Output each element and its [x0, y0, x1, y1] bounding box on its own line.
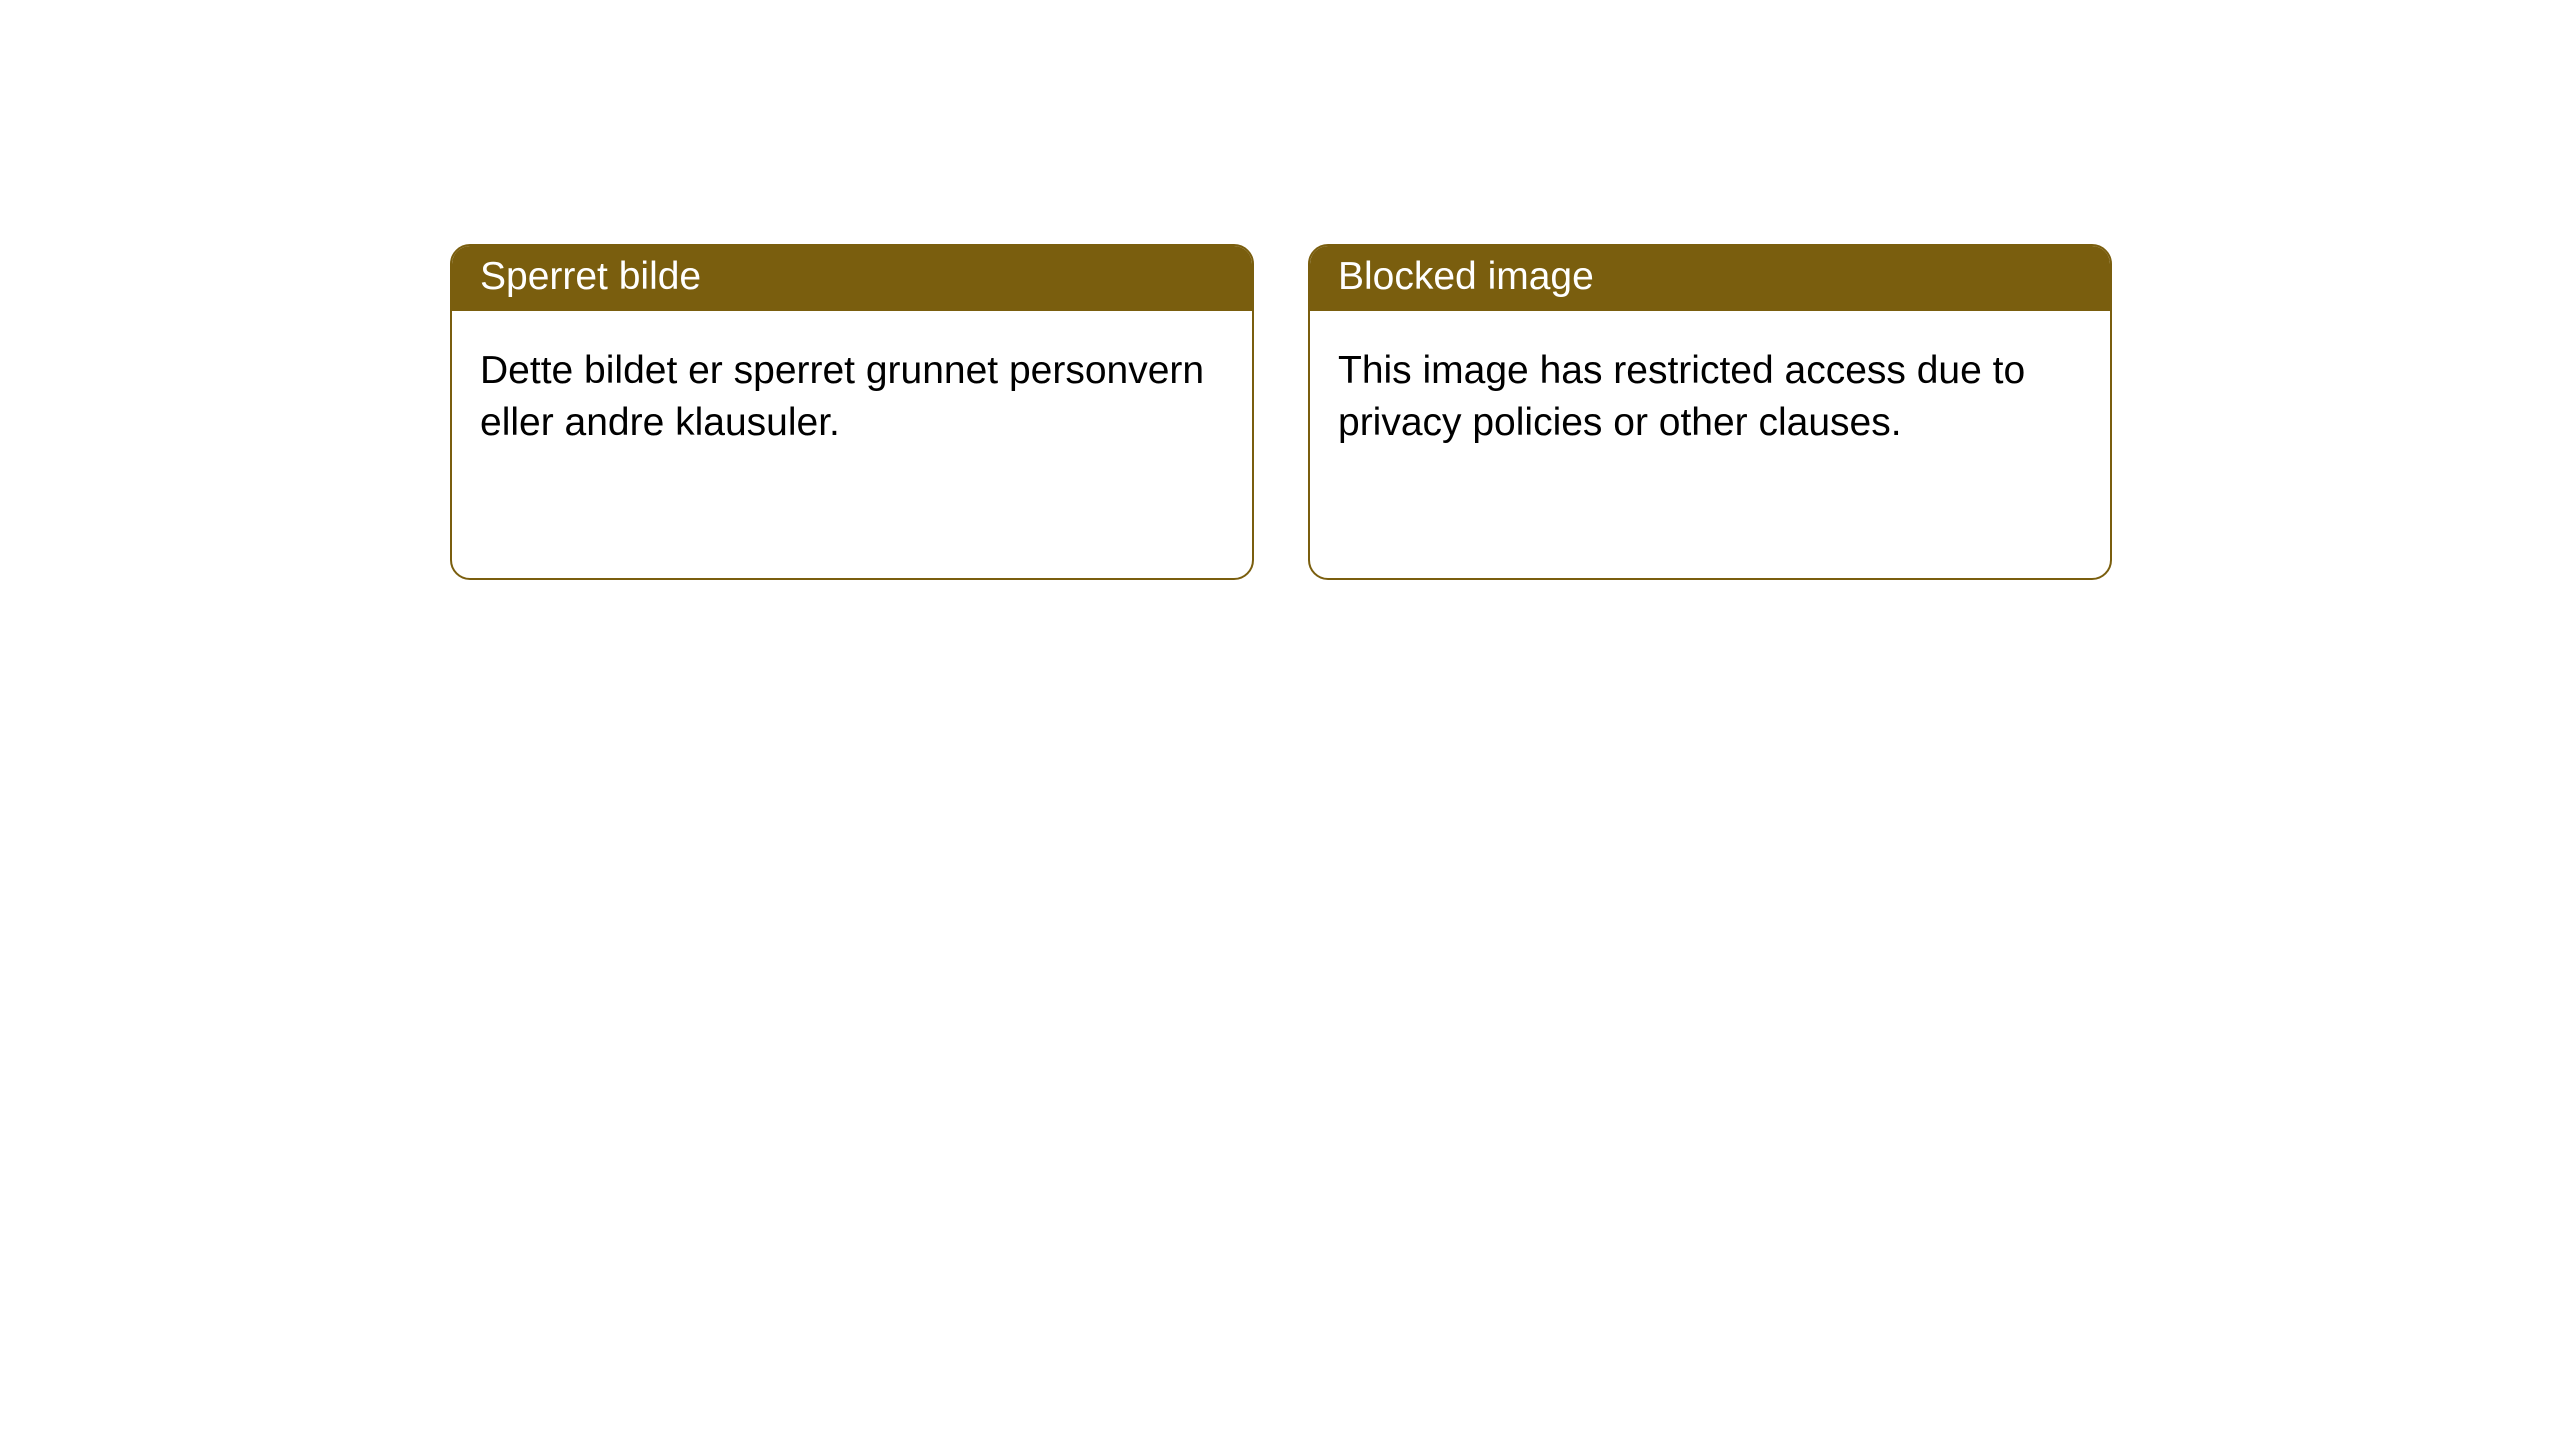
notice-card-norwegian: Sperret bilde Dette bildet er sperret gr…	[450, 244, 1254, 580]
notice-title-english: Blocked image	[1310, 246, 2110, 311]
notice-title-norwegian: Sperret bilde	[452, 246, 1252, 311]
notice-body-norwegian: Dette bildet er sperret grunnet personve…	[452, 311, 1252, 484]
notice-container: Sperret bilde Dette bildet er sperret gr…	[0, 0, 2560, 580]
notice-card-english: Blocked image This image has restricted …	[1308, 244, 2112, 580]
notice-body-english: This image has restricted access due to …	[1310, 311, 2110, 484]
